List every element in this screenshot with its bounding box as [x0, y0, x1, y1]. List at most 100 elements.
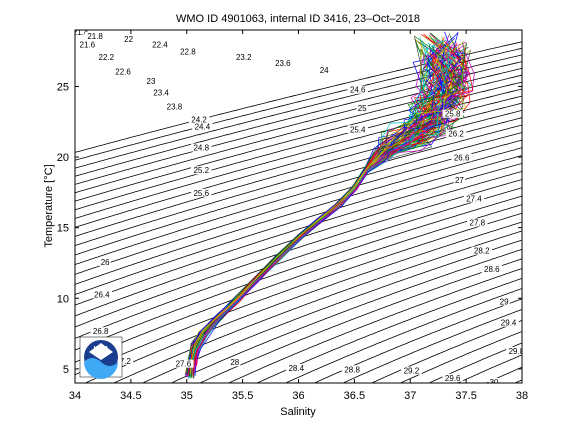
- isopycnal-label-bg: [173, 359, 194, 368]
- isopycnal-labels: 21.421.821.6 22 22.2 22.4 22.6 22.8 23 23.2 23.4…: [73, 28, 522, 387]
- isopycnal-label: 28: [230, 358, 239, 367]
- isopycnal-label-bg: [318, 65, 330, 74]
- noaa-logo: NOAA: [79, 336, 123, 379]
- isopycnal-label: 24.6: [350, 86, 366, 95]
- x-axis-label: Salinity: [280, 406, 316, 418]
- isopycnal-line: [75, 155, 522, 296]
- isopycnal-label: 22: [124, 35, 133, 44]
- y-tick-label: 10: [57, 293, 69, 305]
- x-tick-label: 38: [516, 390, 528, 402]
- isopycnal-label-bg: [123, 34, 135, 43]
- y-axis-ticks: 5 10 15 20 25: [57, 81, 522, 376]
- isopycnal-label: 24: [320, 66, 329, 75]
- isopycnal-label-bg: [96, 53, 117, 62]
- isopycnal-label: 21.8: [87, 32, 103, 41]
- isopycnal-label: 25.8: [445, 110, 461, 119]
- isopycnal-label: 27.4: [466, 194, 482, 203]
- isopycnal-line: [75, 124, 522, 256]
- x-tick-label: 36: [292, 390, 304, 402]
- isopycnal-label-bg: [192, 122, 213, 131]
- isopycnal-label: 29.2: [404, 367, 420, 376]
- y-tick-label: 20: [57, 152, 69, 164]
- isopycnal-label-bg: [145, 77, 157, 86]
- isopycnal-label: 23.2: [236, 53, 252, 62]
- isopycnal-label: 26.8: [93, 327, 109, 336]
- isopycnal-line: [75, 88, 522, 211]
- isopycnal-label: 28.2: [474, 247, 490, 256]
- isopycnal-label-bg: [498, 318, 519, 327]
- profile-line: [190, 41, 454, 374]
- isopycnal-line: [285, 288, 522, 383]
- isopycnal-label: 24.8: [193, 144, 209, 153]
- isopycnal-label: 22.8: [180, 48, 196, 57]
- isopycnal-label: 30: [490, 378, 499, 387]
- isopycnal-label-bg: [233, 53, 254, 62]
- y-tick-label: 5: [63, 364, 69, 376]
- x-tick-label: 37: [404, 390, 416, 402]
- isopycnal-label-bg: [188, 115, 210, 124]
- isopycnal-label: 24.2: [191, 115, 207, 124]
- y-tick-label: 25: [57, 81, 69, 93]
- x-tick-label: 35: [181, 390, 193, 402]
- isopycnal-label: 25.4: [350, 125, 366, 134]
- isopycnal-label-bg: [229, 358, 241, 367]
- isopycnal-label-bg: [191, 188, 212, 197]
- x-axis-ticks: 34 34.5 35 35.5 36 36.5 37 37.5 38: [69, 30, 528, 402]
- plot-area: 21.421.821.6 22 22.2 22.4 22.6 22.8 23 23.2 23.4…: [57, 28, 528, 402]
- x-tick-label: 34.5: [120, 390, 141, 402]
- isopycnal-label: 27.8: [470, 218, 486, 227]
- isopycnal-line: [75, 109, 522, 237]
- isopycnal-label-bg: [347, 125, 368, 134]
- isopycnal-label: 26.6: [454, 153, 470, 162]
- isopycnal-label: 29: [500, 298, 509, 307]
- isopycnal-label: 26.4: [94, 290, 110, 299]
- isopycnal-label-bg: [341, 365, 363, 374]
- isopycnal-label: 23.8: [167, 103, 183, 112]
- isopycnal-label: 21.4: [73, 28, 89, 37]
- isopycnal-label-bg: [91, 290, 113, 299]
- isopycnal-label-bg: [442, 109, 463, 118]
- isopycnal-label: 23.6: [275, 59, 291, 68]
- isopycnal-label-bg: [75, 30, 91, 36]
- isopycnal-line: [370, 319, 522, 383]
- profile-line: [193, 45, 464, 373]
- isopycnal-line: [428, 342, 522, 383]
- isopycnal-label: 26.2: [448, 129, 464, 138]
- isopycnal-line: [170, 248, 522, 383]
- isopycnal-label-bg: [112, 356, 134, 365]
- isopycnal-label: 25: [358, 104, 367, 113]
- isopycnal-label: 27.2: [115, 357, 131, 366]
- isopycnal-line: [75, 47, 522, 161]
- isopycnal-label-bg: [272, 58, 294, 67]
- isopycnal-line: [75, 132, 522, 266]
- logo-text: NOAA: [94, 346, 109, 352]
- isopycnal-label: 21.6: [80, 41, 96, 50]
- isopycnal-label: 28.4: [288, 364, 304, 373]
- isopycnal-label-bg: [442, 373, 463, 382]
- isopycnal-label: 26: [101, 258, 110, 267]
- isopycnal-line: [75, 187, 522, 339]
- isopycnal-line: [75, 179, 522, 328]
- isopycnal-label: 23: [147, 77, 156, 86]
- isopycnal-label: 27: [455, 176, 464, 185]
- isopycnal-line: [141, 239, 522, 383]
- isopycnal-label-bg: [84, 32, 106, 41]
- isopycnal-label-bg: [77, 40, 98, 49]
- isopycnal-label-bg: [191, 166, 212, 175]
- isopycnal-label-bg: [488, 378, 500, 383]
- isopycnal-label: 27.6: [176, 360, 192, 369]
- isopycnal-lines: [75, 41, 522, 383]
- isopycnal-label-bg: [177, 47, 199, 56]
- isopycnal-label-bg: [149, 40, 171, 49]
- isopycnal-line: [75, 147, 522, 285]
- isopycnal-label-bg: [112, 67, 134, 76]
- profile-line: [189, 43, 467, 377]
- isopycnal-label-bg: [150, 88, 172, 97]
- isopycnal-line: [256, 277, 522, 383]
- isopycnal-label-bg: [506, 346, 522, 355]
- x-tick-label: 34: [69, 390, 81, 402]
- isopycnal-label: 28.8: [344, 365, 360, 374]
- x-tick-label: 36.5: [344, 390, 365, 402]
- isopycnal-label-bg: [347, 85, 368, 94]
